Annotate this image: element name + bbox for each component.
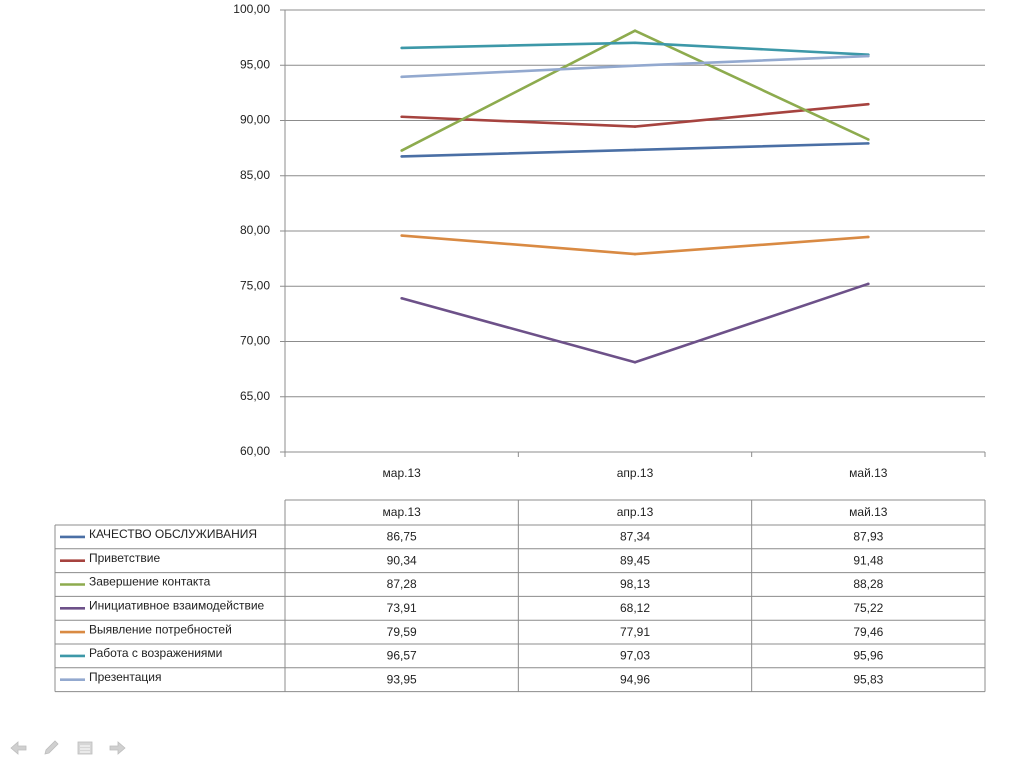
y-tick-label: 95,00 [240, 57, 270, 71]
data-point [867, 102, 870, 106]
legend-label: Выявление потребностей [89, 622, 232, 636]
y-tick-label: 100,00 [233, 2, 270, 16]
table-cell: 88,28 [853, 577, 883, 591]
series-line [401, 234, 869, 256]
table-cell: 75,22 [853, 601, 883, 615]
table-cell: 95,83 [853, 672, 883, 686]
table-cell: 87,34 [620, 530, 650, 544]
data-point [400, 115, 403, 119]
x-tick-label: май.13 [849, 466, 888, 480]
table-cell: 77,91 [620, 625, 650, 639]
data-point [633, 252, 637, 256]
data-point [400, 46, 403, 50]
legend-label: Работа с возражениями [89, 646, 222, 660]
data-point [867, 142, 870, 145]
pen-icon[interactable] [40, 738, 62, 758]
data-point [633, 41, 637, 45]
legend-label: Завершение контакта [89, 575, 211, 589]
data-point [400, 155, 403, 158]
table-cell: 96,57 [387, 649, 417, 663]
table-cell: 79,59 [387, 625, 417, 639]
table-cell: 86,75 [387, 530, 417, 544]
legend-label: Презентация [89, 670, 162, 684]
data-point [400, 234, 403, 237]
data-point [400, 149, 403, 152]
slide-navigation-bar [8, 738, 138, 758]
y-tick-label: 65,00 [240, 389, 270, 403]
y-tick-label: 90,00 [240, 113, 270, 127]
table-cell: 79,46 [853, 625, 883, 639]
series-line [401, 29, 869, 152]
y-tick-label: 80,00 [240, 223, 270, 237]
legend-label: Приветствие [89, 551, 160, 565]
table-header-cell: май.13 [849, 505, 888, 519]
table-cell: 94,96 [620, 672, 650, 686]
data-point [400, 75, 403, 79]
table-cell: 68,12 [620, 601, 650, 615]
data-point [867, 282, 870, 286]
y-tick-label: 60,00 [240, 444, 270, 458]
data-point [400, 296, 403, 300]
data-point [633, 29, 637, 32]
table-cell: 87,93 [853, 530, 883, 544]
series-line [401, 41, 869, 56]
arrow-right-icon[interactable] [106, 738, 128, 758]
data-point [867, 138, 870, 141]
x-tick-label: апр.13 [617, 466, 654, 480]
data-point [633, 360, 637, 364]
arrow-left-icon[interactable] [8, 738, 30, 758]
table-cell: 98,13 [620, 577, 650, 591]
table-cell: 89,45 [620, 553, 650, 567]
menu-icon[interactable] [74, 738, 96, 758]
y-tick-label: 70,00 [240, 334, 270, 348]
table-cell: 90,34 [387, 553, 417, 567]
x-tick-label: мар.13 [383, 466, 422, 480]
table-cell: 91,48 [853, 553, 883, 567]
table-header-cell: мар.13 [383, 505, 422, 519]
series-line [401, 282, 869, 364]
data-point [867, 54, 870, 58]
data-point [633, 125, 637, 128]
table-cell: 87,28 [387, 577, 417, 591]
y-tick-label: 75,00 [240, 278, 270, 292]
y-tick-label: 85,00 [240, 168, 270, 182]
legend-label: КАЧЕСТВО ОБСЛУЖИВАНИЯ [89, 527, 257, 541]
legend-label: Инициативное взаимодействие [89, 598, 265, 612]
table-cell: 73,91 [387, 601, 417, 615]
data-point [633, 148, 637, 152]
table-cell: 97,03 [620, 649, 650, 663]
table-cell: 93,95 [387, 672, 417, 686]
data-point [633, 64, 637, 67]
table-cell: 95,96 [853, 649, 883, 663]
table-header-cell: апр.13 [617, 505, 654, 519]
data-point [867, 235, 870, 239]
